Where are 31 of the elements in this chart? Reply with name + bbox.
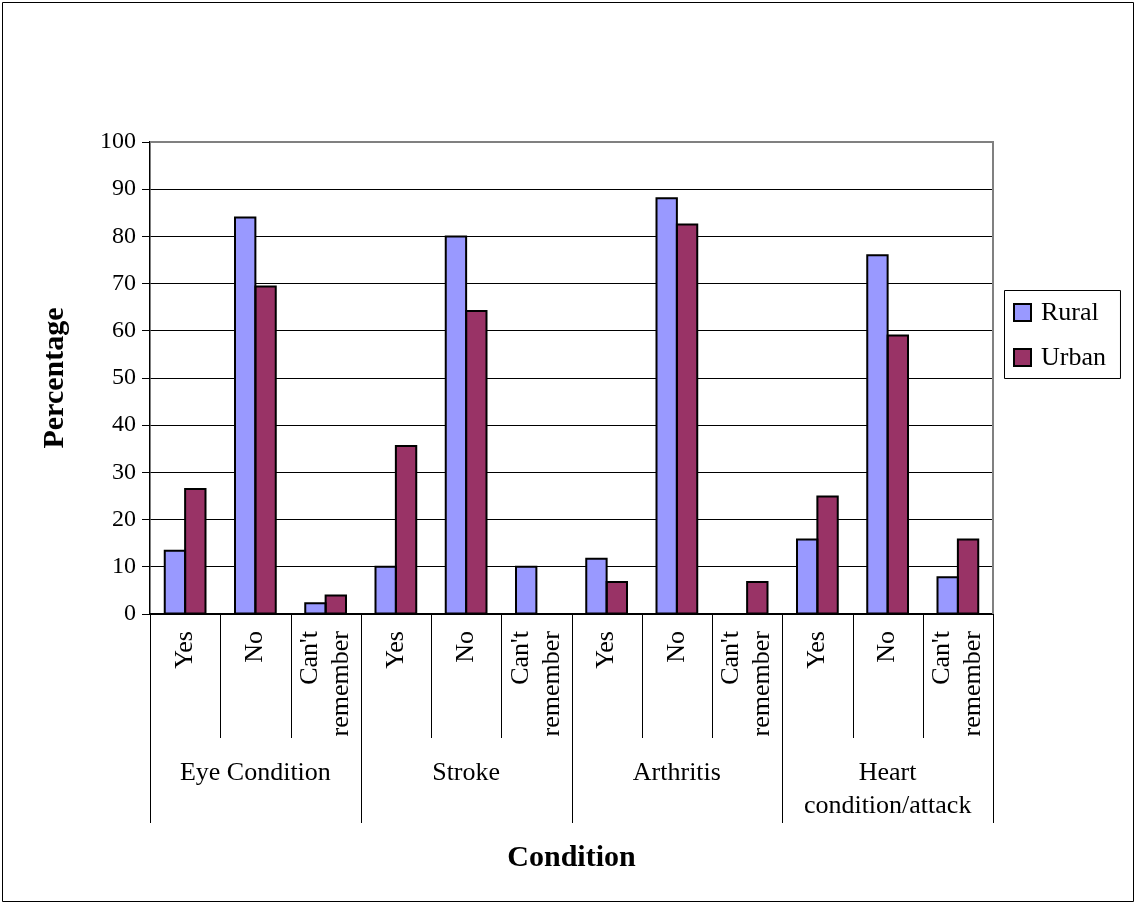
x-tick-label: Can't remember [293, 630, 354, 737]
text: Arthritis [632, 756, 721, 786]
x-tick-label: Can't remember [715, 630, 776, 737]
y-tick-label: 70 [112, 268, 136, 295]
text: Stroke [432, 756, 501, 786]
x-tick-label: No [239, 631, 269, 663]
y-tick-label: 50 [112, 363, 136, 390]
text: Heart condition/attack [803, 756, 972, 819]
y-tick-label: 20 [112, 504, 136, 531]
y-tick-label: 0 [124, 599, 136, 626]
x-tick-label: No [660, 631, 690, 663]
y-tick-label: 40 [112, 410, 136, 437]
y-tick-label: 60 [112, 316, 136, 343]
x-tick-label: Can't remember [926, 630, 987, 737]
legend-label: Rural [1041, 296, 1099, 326]
y-tick-label: 30 [112, 457, 136, 484]
y-tick-label: 90 [112, 174, 136, 201]
x-tick-label: Can't remember [504, 630, 565, 737]
y-tick-label: 100 [100, 127, 136, 154]
y-axis-title: Percentage [35, 307, 69, 449]
text: Eye Condition [179, 756, 331, 786]
x-tick-label: Yes [590, 631, 620, 669]
x-tick-label: No [871, 631, 901, 663]
x-tick-label: Yes [801, 631, 831, 669]
x-axis-title: Condition [507, 838, 636, 872]
y-tick-label: 10 [112, 552, 136, 579]
legend-label: Urban [1041, 341, 1106, 371]
x-tick-label: Yes [168, 631, 198, 669]
x-tick-label: No [449, 631, 479, 663]
x-tick-label: Yes [379, 631, 409, 669]
y-tick-label: 80 [112, 221, 136, 248]
